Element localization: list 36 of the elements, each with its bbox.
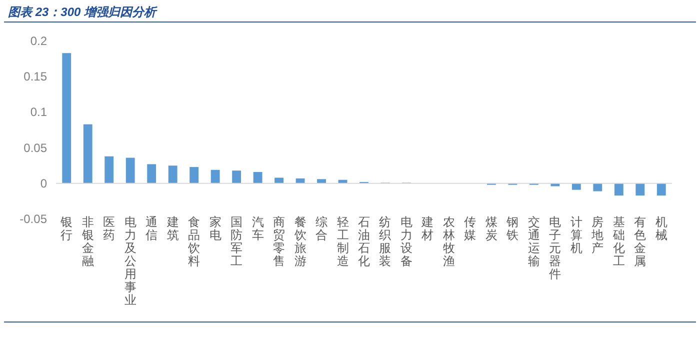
xtick: 食品饮料 [188, 215, 200, 268]
xtick: 交通运输 [528, 215, 540, 268]
xtick: 纺织服装 [379, 215, 392, 268]
xtick: 有色金属 [634, 215, 646, 268]
xtick: 电力及公用事业 [124, 215, 136, 307]
xtick: 综合 [316, 215, 328, 242]
xtick: 计算机 [570, 215, 582, 255]
xtick: 通信 [146, 215, 158, 242]
xtick: 石油石化 [358, 215, 370, 268]
ytick: -0.05 [20, 212, 47, 226]
xtick: 汽车 [252, 215, 264, 242]
ytick: 0.05 [24, 140, 47, 155]
xtick: 钢铁 [506, 215, 519, 242]
xtick: 商贸零售 [273, 215, 286, 268]
ytick: 0.15 [24, 70, 47, 84]
xtick: 煤炭 [485, 215, 498, 242]
xtick: 轻工制造 [336, 215, 349, 268]
xtick: 电力设备 [400, 215, 412, 268]
xtick: 基础化工 [612, 215, 625, 268]
xtick: 建筑 [166, 215, 179, 242]
xtick: 非银金融 [82, 215, 94, 268]
xtick: 餐饮旅游 [294, 215, 306, 268]
xtick: 农林牧渔 [442, 215, 455, 268]
xtick: 机械 [655, 215, 668, 242]
xtick: 电子元器件 [549, 215, 562, 281]
xtick: 家电 [209, 215, 222, 242]
xtick: 传媒 [464, 215, 476, 242]
title: 图表 23：300 增强归因分析 [8, 5, 156, 19]
ytick: 0.1 [30, 105, 47, 120]
xtick: 银行 [60, 215, 73, 242]
xtick: 医药 [103, 215, 116, 242]
ytick: 0 [40, 176, 47, 190]
ytick: 0.2 [30, 34, 47, 48]
xtick: 建材 [422, 215, 434, 242]
xtick: 房地产 [592, 215, 604, 255]
xtick: 国防军工 [230, 215, 243, 268]
